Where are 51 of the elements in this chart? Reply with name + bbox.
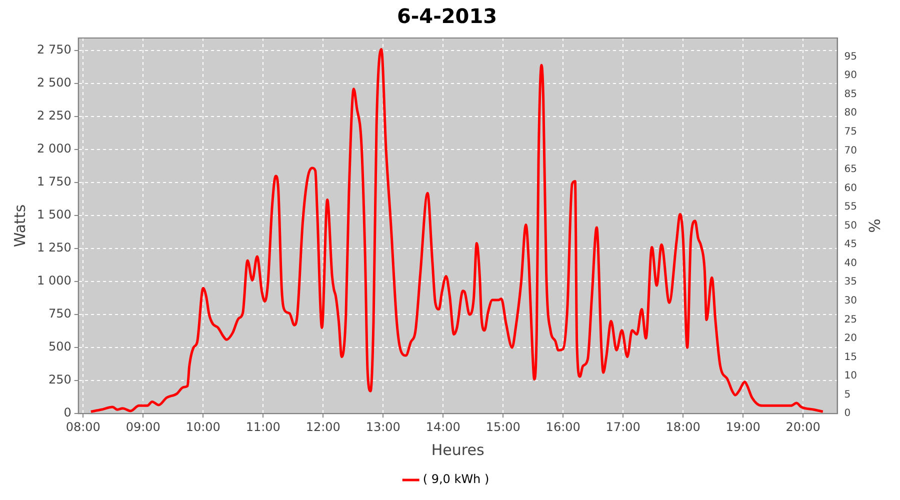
- y-tick-label: 750: [48, 306, 72, 321]
- y-tick-label: 1 000: [36, 274, 72, 288]
- y2-tick-label: 15: [844, 352, 858, 363]
- x-tick-label: 12:00: [306, 420, 340, 434]
- y-tick-label: 500: [48, 340, 72, 354]
- y2-tick-label: 60: [844, 182, 858, 194]
- x-tick-label: 11:00: [246, 420, 280, 434]
- y2-tick-label: 50: [844, 220, 858, 232]
- x-tick-label: 15:00: [486, 420, 520, 434]
- y2-tick-label: 85: [844, 88, 858, 100]
- y2-tick-label: 5: [844, 389, 851, 400]
- legend-label: ( 9,0 kWh ): [422, 472, 490, 486]
- x-tick-label: 16:00: [546, 420, 580, 434]
- y2-tick-label: 65: [844, 164, 858, 176]
- chart-title: 6-4-2013: [396, 4, 498, 28]
- x-tick-label: 09:00: [126, 420, 160, 434]
- x-tick-label: 19:00: [726, 420, 760, 434]
- y2-tick-label: 70: [844, 145, 858, 156]
- y2-tick-label: 35: [844, 276, 858, 288]
- y2-tick-label: 25: [844, 314, 858, 326]
- y-tick-label: 2 750: [36, 42, 72, 57]
- x-tick-label: 18:00: [666, 420, 700, 434]
- y-tick-label: 1 250: [36, 240, 72, 255]
- y-tick-label: 1 500: [36, 208, 72, 222]
- x-tick-label: 14:00: [426, 420, 460, 434]
- y2-tick-label: 80: [844, 108, 858, 119]
- x-tick-label: 17:00: [606, 420, 640, 434]
- y2-tick-label: 20: [844, 333, 858, 344]
- y2-tick-label: 55: [844, 202, 858, 213]
- y-tick-label: 0: [64, 406, 72, 420]
- y2-tick-label: 75: [844, 126, 858, 138]
- y2-tick-label: 95: [844, 51, 858, 62]
- x-axis-title: Heures: [431, 440, 484, 459]
- y-tick-label: 2 000: [36, 142, 72, 156]
- y2-tick-label: 30: [844, 296, 858, 307]
- line-series: [90, 48, 824, 413]
- y2-tick-label: 0: [844, 408, 851, 420]
- y2-tick-label: 90: [844, 70, 858, 82]
- y-tick-label: 2 500: [36, 76, 72, 90]
- y2-axis-title: %: [865, 218, 884, 233]
- y2-tick-label: 45: [844, 239, 858, 250]
- y2-tick-label: 40: [844, 258, 858, 269]
- y2-tick-label: 10: [844, 370, 858, 382]
- y-tick-label: 1 750: [36, 174, 72, 189]
- y-tick-label: 2 250: [36, 108, 72, 123]
- x-tick-label: 13:00: [366, 420, 400, 434]
- x-tick-label: 20:00: [786, 420, 820, 434]
- y-tick-label: 250: [48, 372, 72, 387]
- y-axis-title: Watts: [10, 204, 29, 248]
- x-tick-label: 08:00: [66, 420, 100, 434]
- x-tick-label: 10:00: [186, 420, 220, 434]
